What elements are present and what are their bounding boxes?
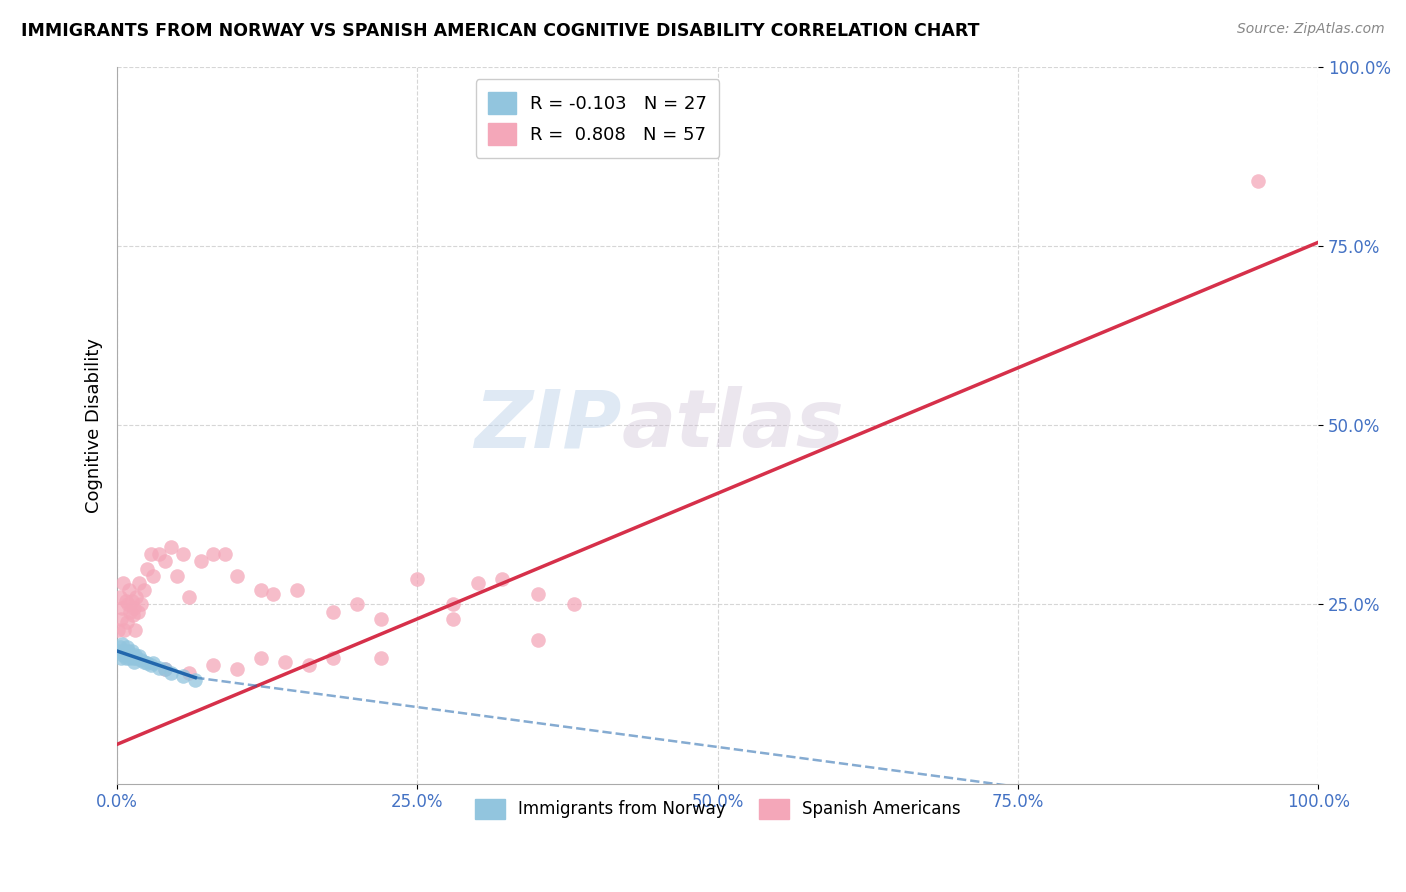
Point	[127, 605, 149, 619]
Point	[443, 612, 465, 626]
Point	[108, 640, 131, 655]
Point	[120, 648, 142, 662]
Point	[125, 591, 148, 605]
Point	[172, 547, 194, 561]
Point	[172, 669, 194, 683]
Point	[160, 540, 183, 554]
Point	[443, 598, 465, 612]
Point	[142, 657, 165, 671]
Point	[322, 651, 344, 665]
Point	[250, 583, 273, 598]
Point	[148, 547, 170, 561]
Y-axis label: Cognitive Disability: Cognitive Disability	[86, 338, 103, 513]
Point	[124, 648, 146, 662]
Point	[406, 572, 429, 586]
Text: atlas: atlas	[621, 386, 845, 464]
Point	[166, 568, 188, 582]
Point	[124, 623, 146, 637]
Point	[121, 608, 143, 623]
Point	[114, 651, 136, 665]
Point	[226, 568, 249, 582]
Point	[155, 662, 177, 676]
Point	[129, 653, 152, 667]
Point	[155, 662, 177, 676]
Point	[160, 665, 183, 680]
Point	[370, 612, 392, 626]
Point	[298, 658, 321, 673]
Point	[467, 576, 489, 591]
Point	[285, 583, 308, 598]
Point	[110, 612, 132, 626]
Point	[129, 598, 152, 612]
Point	[122, 601, 145, 615]
Point	[112, 648, 135, 662]
Point	[139, 547, 162, 561]
Legend: Immigrants from Norway, Spanish Americans: Immigrants from Norway, Spanish American…	[468, 792, 967, 826]
Point	[117, 644, 139, 658]
Point	[110, 651, 132, 665]
Point	[136, 561, 159, 575]
Point	[491, 572, 513, 586]
Point	[125, 651, 148, 665]
Point	[117, 598, 139, 612]
Point	[214, 547, 236, 561]
Point	[1247, 174, 1270, 188]
Point	[108, 591, 131, 605]
Point	[226, 662, 249, 676]
Point	[250, 651, 273, 665]
Point	[121, 644, 143, 658]
Point	[112, 576, 135, 591]
Point	[142, 568, 165, 582]
Point	[184, 673, 207, 687]
Point	[128, 576, 150, 591]
Point	[526, 587, 548, 601]
Point	[118, 583, 141, 598]
Point	[370, 651, 392, 665]
Point	[346, 598, 368, 612]
Point	[122, 655, 145, 669]
Point	[111, 637, 134, 651]
Point	[322, 605, 344, 619]
Point	[136, 657, 159, 671]
Point	[562, 598, 585, 612]
Point	[155, 554, 177, 568]
Point	[274, 655, 297, 669]
Text: Source: ZipAtlas.com: Source: ZipAtlas.com	[1237, 22, 1385, 37]
Point	[112, 623, 135, 637]
Point	[132, 655, 155, 669]
Point	[202, 658, 225, 673]
Point	[190, 554, 212, 568]
Point	[128, 649, 150, 664]
Text: IMMIGRANTS FROM NORWAY VS SPANISH AMERICAN COGNITIVE DISABILITY CORRELATION CHAR: IMMIGRANTS FROM NORWAY VS SPANISH AMERIC…	[21, 22, 980, 40]
Point	[148, 660, 170, 674]
Point	[115, 640, 138, 655]
Text: ZIP: ZIP	[474, 386, 621, 464]
Point	[120, 605, 142, 619]
Point	[114, 594, 136, 608]
Point	[107, 644, 129, 658]
Point	[111, 601, 134, 615]
Point	[262, 587, 284, 601]
Point	[118, 651, 141, 665]
Point	[132, 583, 155, 598]
Point	[115, 615, 138, 630]
Point	[179, 591, 201, 605]
Point	[139, 658, 162, 673]
Point	[112, 644, 135, 658]
Point	[202, 547, 225, 561]
Point	[121, 594, 143, 608]
Point	[107, 623, 129, 637]
Point	[121, 651, 143, 665]
Point	[526, 633, 548, 648]
Point	[179, 665, 201, 680]
